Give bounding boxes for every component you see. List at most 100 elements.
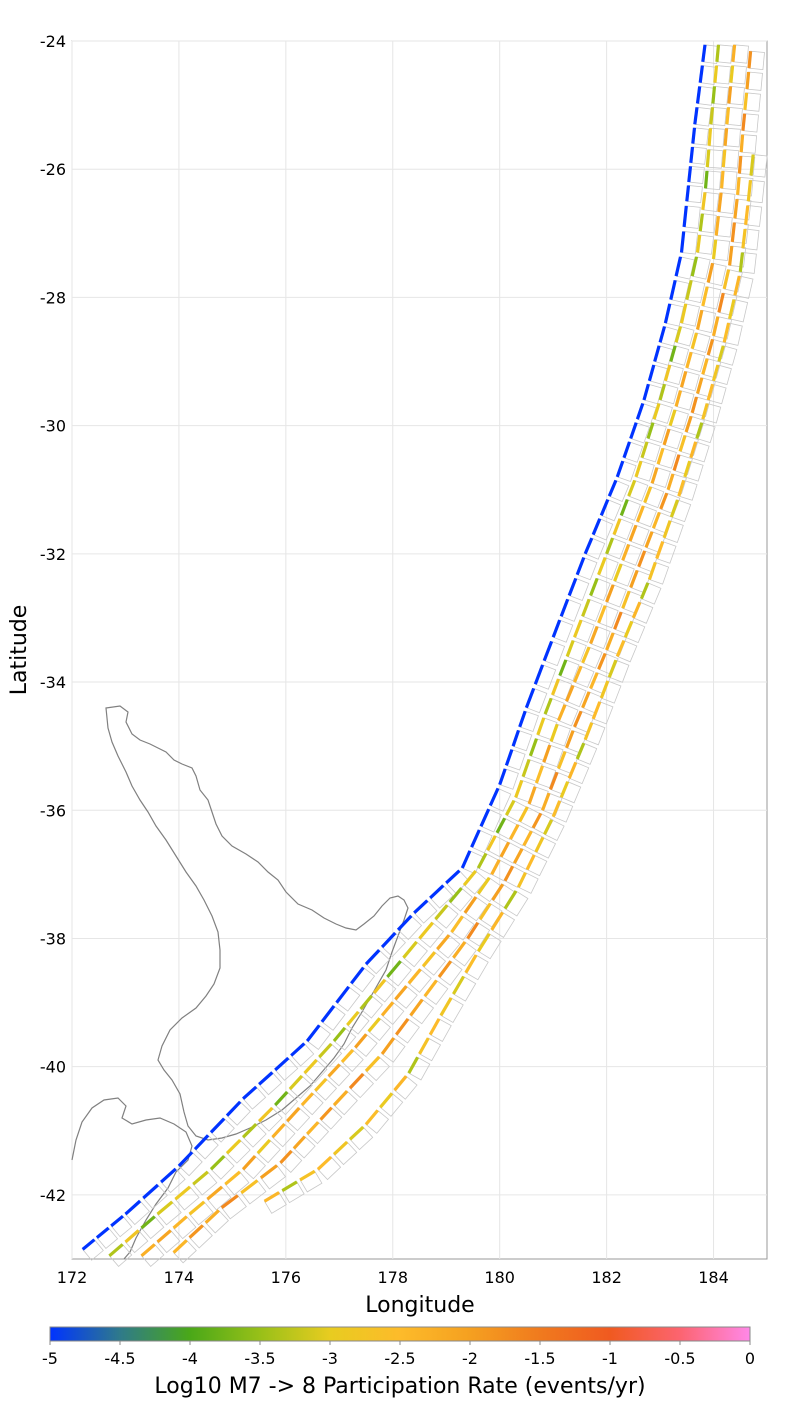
fault-segment <box>728 245 734 266</box>
fault-segment <box>642 383 650 401</box>
fault-segment <box>318 1042 333 1059</box>
fault-segment <box>597 605 607 624</box>
fault-segment <box>428 1018 441 1036</box>
fault-segment <box>504 799 516 816</box>
fault-segment <box>583 722 594 741</box>
colorbar <box>49 1326 751 1342</box>
fault-segment <box>747 51 753 69</box>
fault-segment <box>462 869 477 887</box>
fault-segment <box>619 499 629 516</box>
fault-segment <box>698 65 704 83</box>
fault-segment <box>274 1090 289 1107</box>
fault-segment <box>470 829 481 848</box>
fault-segment <box>524 687 536 709</box>
fault-segment <box>172 1239 188 1254</box>
fault-segment <box>567 577 578 597</box>
fault-segment <box>711 364 720 382</box>
fault-segment <box>695 377 704 395</box>
fault-segment <box>491 883 505 901</box>
fault-segment <box>701 403 709 420</box>
y-tick-label: -26 <box>40 160 66 179</box>
fault-segment <box>299 1169 316 1182</box>
fault-segment <box>591 701 602 720</box>
fault-segment <box>541 792 551 811</box>
fault-segment <box>736 177 741 196</box>
fault-segment <box>274 1056 290 1072</box>
colorbar-tick-label: -3 <box>322 1349 338 1368</box>
y-tick-label: -34 <box>40 673 66 692</box>
fault-segment <box>701 286 709 307</box>
colorbar-title: Log10 M7 -> 8 Participation Rate (events… <box>154 1374 645 1399</box>
fault-segment <box>394 985 408 1001</box>
fault-segment <box>279 1149 293 1164</box>
fault-segment <box>647 561 657 581</box>
fault-segment <box>695 234 702 253</box>
fault-segment <box>549 723 559 742</box>
fault-segment <box>300 1092 314 1107</box>
fault-segment <box>691 127 697 144</box>
fault-segment <box>142 1183 159 1200</box>
fault-segment <box>536 717 546 736</box>
fault-segment <box>429 884 445 900</box>
fault-segment <box>156 1200 174 1216</box>
fault-segment <box>327 1063 341 1078</box>
fault-segment <box>677 479 686 497</box>
fault-segment <box>140 1215 156 1230</box>
fault-segment <box>557 704 567 722</box>
fault-segment <box>615 460 625 478</box>
fault-segment <box>108 1243 124 1258</box>
colorbar-tick-label: -4 <box>182 1349 198 1368</box>
fault-segment <box>478 902 492 921</box>
fault-segment <box>695 309 704 330</box>
fault-segment <box>693 107 699 125</box>
fault-segment <box>407 968 422 985</box>
fault-segment <box>367 1017 381 1033</box>
fault-segment <box>508 823 520 840</box>
colorbar-tick-label: -0.5 <box>664 1349 695 1368</box>
fault-segment <box>695 86 702 104</box>
fault-segment <box>669 499 680 518</box>
fault-segment <box>476 876 491 895</box>
fault-segment <box>634 460 643 478</box>
fault-segment <box>464 954 478 974</box>
fault-segment <box>689 146 695 163</box>
fault-segment <box>607 659 618 678</box>
fault-segment <box>271 1123 286 1139</box>
fault-segment <box>364 949 381 966</box>
south-island-coastline <box>71 1097 193 1260</box>
fault-segment <box>711 239 718 260</box>
colorbar-tick-label: -1 <box>602 1349 618 1368</box>
fault-segment <box>257 1106 274 1123</box>
fault-segment <box>605 537 615 555</box>
fault-segment <box>706 262 715 283</box>
y-axis-title: Latitude <box>7 605 32 696</box>
fault-segment <box>589 577 599 597</box>
fault-segment <box>188 1200 206 1216</box>
fault-segment <box>690 396 699 414</box>
fault-segment <box>643 486 653 504</box>
fault-segment <box>589 625 599 645</box>
fault-segment <box>463 896 478 914</box>
fault-segment <box>81 1238 96 1251</box>
fault-segment <box>533 664 545 685</box>
fault-segment <box>525 854 536 871</box>
colorbar-tick-label: -1.5 <box>524 1349 555 1368</box>
fault-segment <box>557 750 567 770</box>
fault-segment <box>499 841 511 858</box>
fault-segment <box>395 1017 410 1036</box>
fault-segment <box>124 1199 142 1216</box>
fault-segment <box>741 113 747 131</box>
fault-segment <box>380 1001 395 1017</box>
fault-segment <box>730 222 736 243</box>
fault-segment <box>663 303 672 324</box>
fault-segment <box>542 640 554 662</box>
fault-segment <box>263 1191 280 1203</box>
fault-segment <box>658 326 667 343</box>
fault-segment <box>605 584 615 603</box>
fault-segment <box>156 1229 172 1244</box>
fault-segment <box>559 598 570 617</box>
fault-segment <box>364 1109 379 1126</box>
fault-segment <box>656 447 665 465</box>
fault-segment <box>659 492 669 510</box>
fault-segment <box>599 680 610 699</box>
